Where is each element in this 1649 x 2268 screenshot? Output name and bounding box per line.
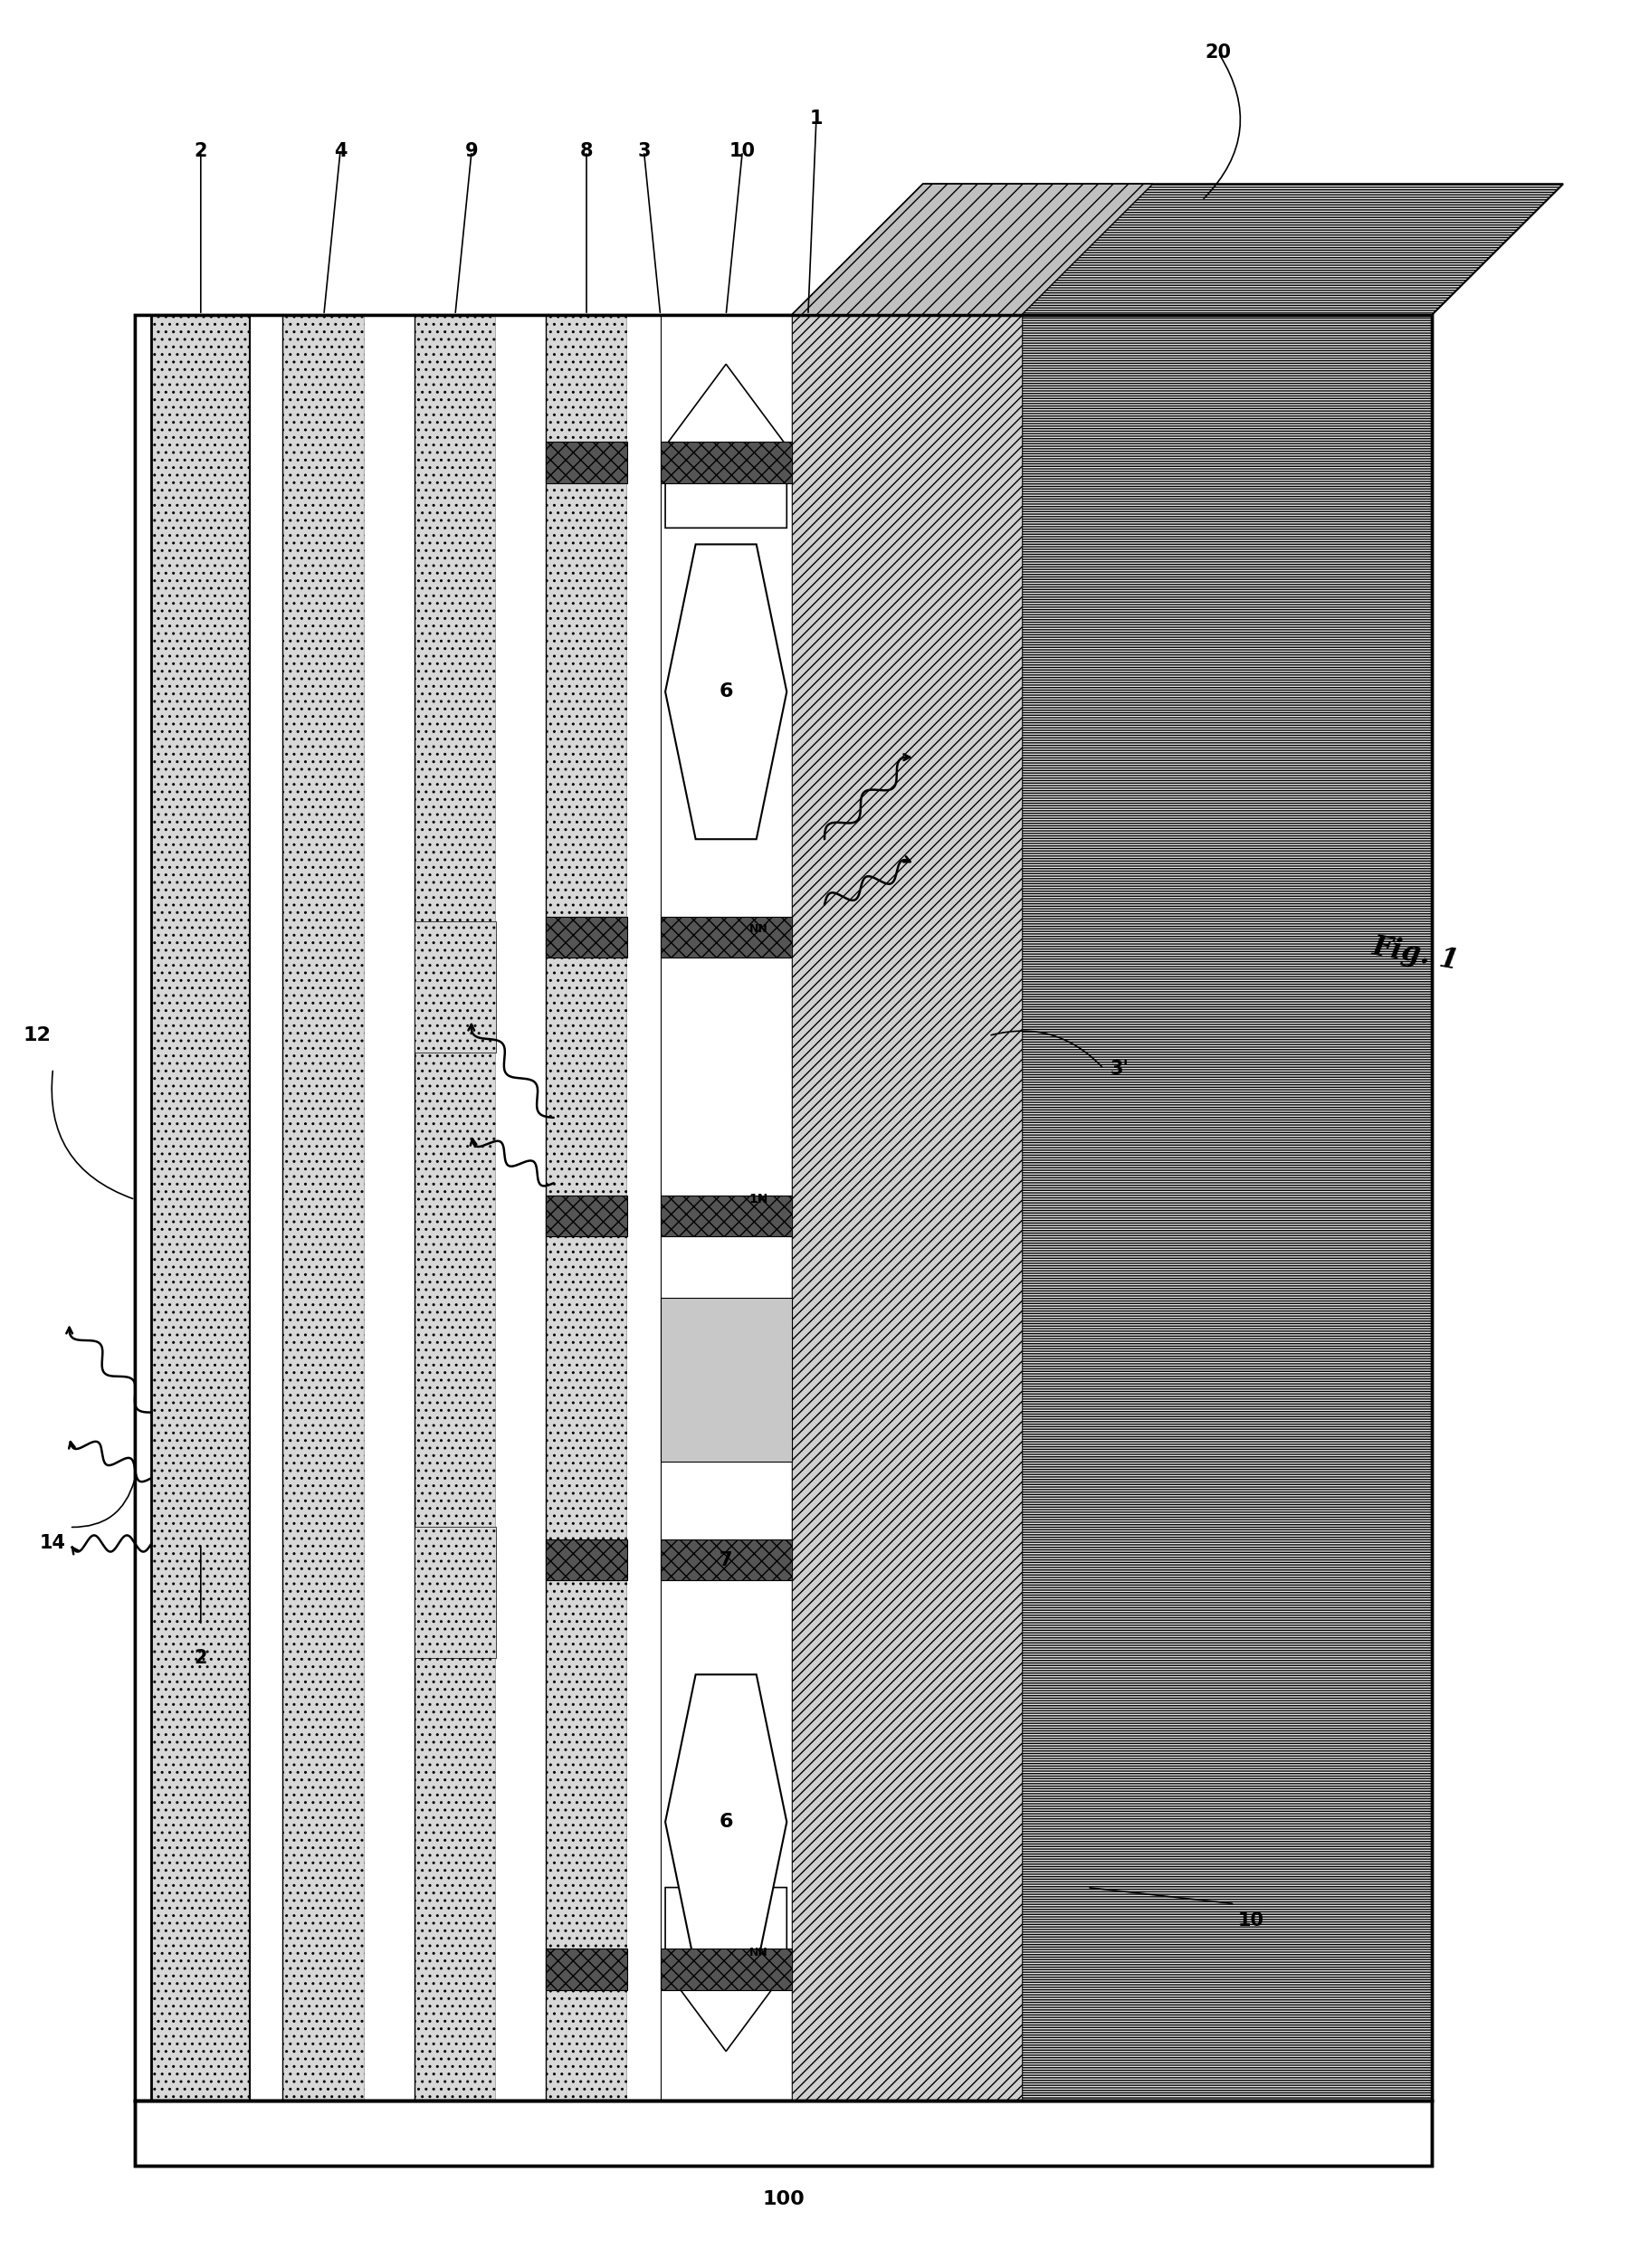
Bar [135, 315, 1431, 2100]
Text: 8: 8 [580, 143, 594, 161]
Bar [152, 315, 251, 2100]
Bar [1021, 315, 1431, 2100]
Text: 9: 9 [465, 143, 478, 161]
Bar [414, 315, 496, 2100]
Bar [1021, 315, 1431, 2100]
Text: NN: NN [749, 923, 768, 934]
Bar [660, 442, 792, 483]
Bar [546, 1195, 628, 1236]
Bar [546, 916, 628, 957]
Text: 14: 14 [40, 1535, 66, 1554]
Polygon shape [792, 184, 1563, 315]
Text: 6: 6 [719, 1812, 734, 1830]
Text: 2: 2 [195, 1649, 208, 1667]
Bar [284, 315, 364, 2100]
Text: 3: 3 [638, 143, 650, 161]
Text: 2: 2 [195, 143, 208, 161]
Bar [414, 921, 496, 1052]
Polygon shape [665, 365, 787, 528]
Bar [135, 315, 792, 2100]
Bar [628, 315, 660, 2100]
Bar [546, 315, 628, 2100]
Polygon shape [665, 544, 787, 839]
Bar [496, 315, 546, 2100]
Polygon shape [792, 1250, 1021, 2100]
Bar [660, 1540, 792, 1581]
Text: 1N: 1N [749, 1193, 768, 1207]
Bar [251, 315, 284, 2100]
Polygon shape [792, 184, 1153, 315]
Bar [660, 315, 792, 2100]
Bar [660, 1297, 792, 1461]
Text: 4: 4 [333, 143, 346, 161]
Text: 20: 20 [1205, 43, 1232, 61]
Bar [660, 916, 792, 957]
Bar [546, 1540, 628, 1581]
Polygon shape [665, 1674, 787, 1969]
Text: Fig. 1: Fig. 1 [1370, 932, 1461, 975]
Polygon shape [792, 315, 1021, 1250]
Bar [660, 1948, 792, 1989]
Text: 1: 1 [810, 109, 823, 127]
Text: 10: 10 [1238, 1912, 1265, 1930]
Bar [546, 1948, 628, 1989]
Bar [364, 315, 414, 2100]
Bar [135, 315, 1431, 2100]
Bar [135, 2100, 1431, 2166]
Bar [660, 1195, 792, 1236]
Text: 12: 12 [23, 1027, 51, 1046]
Text: 100: 100 [762, 2191, 805, 2209]
Bar [135, 2100, 1431, 2166]
Bar [792, 315, 1021, 2100]
Text: NN: NN [749, 1948, 768, 1960]
Text: 10: 10 [729, 143, 755, 161]
Text: 3': 3' [1110, 1059, 1130, 1077]
Polygon shape [665, 1887, 787, 2050]
Text: 7: 7 [719, 1551, 732, 1569]
Bar [414, 1526, 496, 1658]
Text: 6: 6 [719, 683, 734, 701]
Bar [546, 442, 628, 483]
